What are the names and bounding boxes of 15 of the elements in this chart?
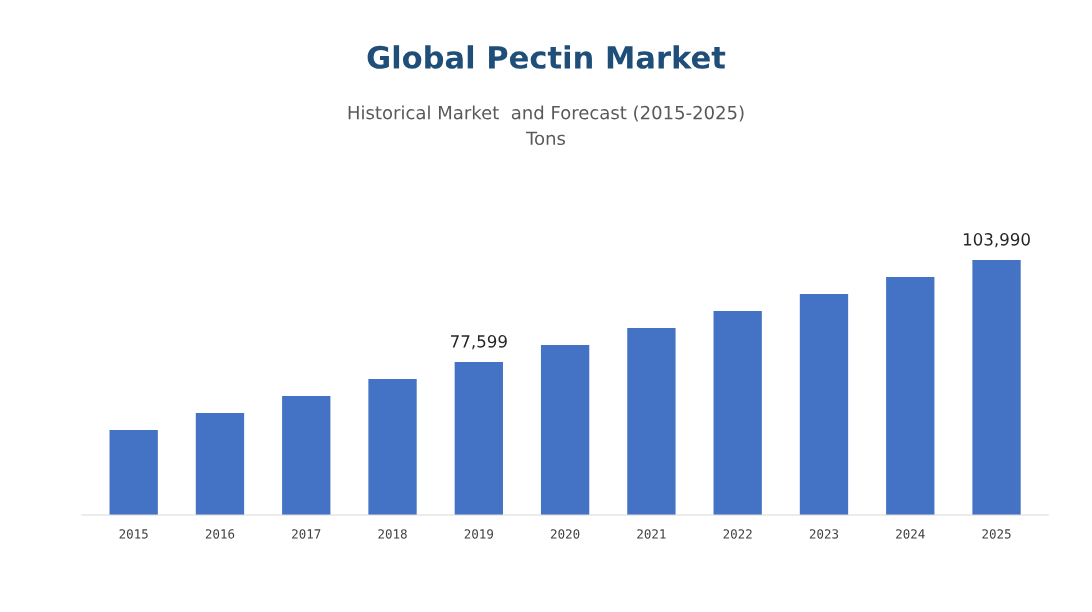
data-label: 103,990	[963, 233, 1030, 248]
x-tick-label: 2025	[982, 529, 1011, 539]
chart-subtitle: Historical Market and Forecast (2015-2025) Tons	[348, 105, 744, 146]
x-tick-label: 2017	[292, 529, 321, 539]
data-label: 77,599	[451, 335, 507, 350]
x-tick-label: 2020	[550, 529, 580, 539]
x-tick-label: 2019	[464, 529, 494, 539]
x-tick-label: 2022	[723, 529, 752, 539]
x-tick-label: 2018	[378, 529, 407, 539]
x-tick-label: 2024	[896, 529, 925, 539]
x-tick-label: 2015	[119, 529, 148, 539]
x-tick-label: 2021	[637, 529, 666, 539]
x-tick-label: 2016	[205, 529, 235, 539]
x-tick-label: 2023	[809, 529, 839, 539]
chart-title: Global Pectin Market	[367, 45, 726, 69]
